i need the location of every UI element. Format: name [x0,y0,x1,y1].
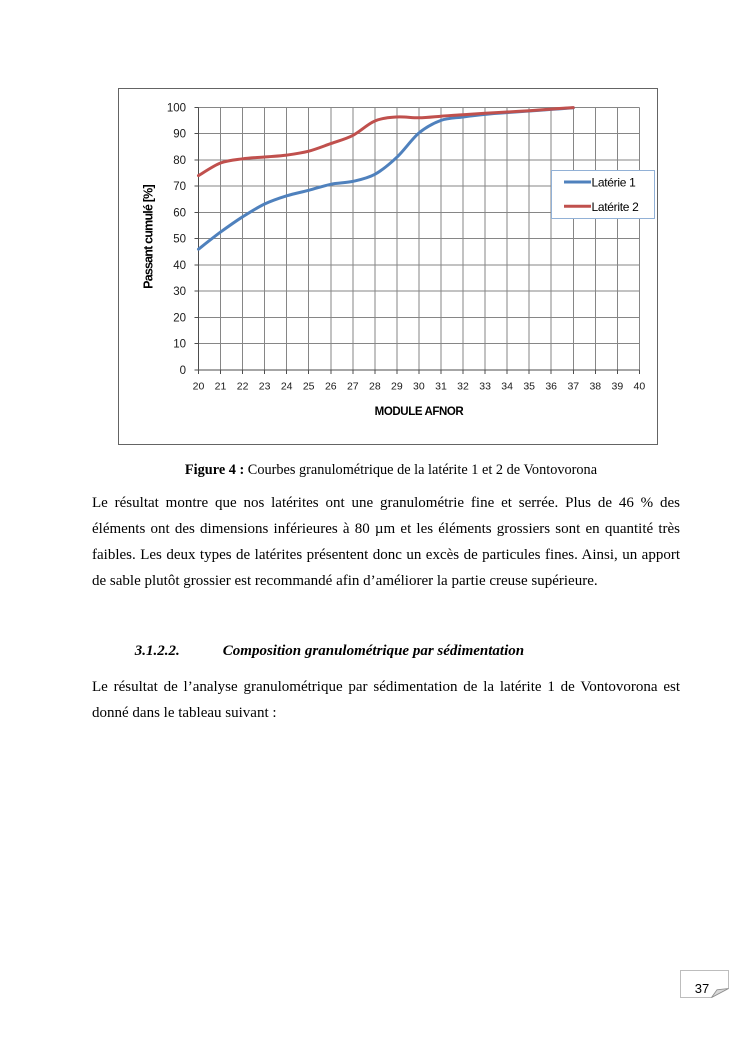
svg-text:20: 20 [173,313,186,325]
svg-text:38: 38 [589,381,601,393]
svg-text:30: 30 [173,286,186,298]
svg-text:36: 36 [545,381,557,393]
svg-text:70: 70 [173,181,186,193]
svg-text:33: 33 [479,381,491,393]
svg-text:27: 27 [347,381,359,393]
svg-text:24: 24 [281,381,293,393]
svg-text:Passant cumulé [%]: Passant cumulé [%] [142,185,156,289]
svg-text:0: 0 [180,365,186,377]
svg-text:34: 34 [501,381,513,393]
svg-text:Latérite 2: Latérite 2 [592,200,640,214]
svg-text:Latérie 1: Latérie 1 [592,176,637,190]
svg-text:MODULE AFNOR: MODULE AFNOR [375,406,465,418]
svg-text:22: 22 [237,381,249,393]
svg-text:20: 20 [193,381,205,393]
svg-text:37: 37 [695,981,709,996]
svg-text:37: 37 [567,381,579,393]
svg-text:35: 35 [523,381,535,393]
svg-text:30: 30 [413,381,425,393]
svg-text:29: 29 [391,381,403,393]
svg-text:50: 50 [173,234,186,246]
svg-text:25: 25 [303,381,315,393]
svg-text:100: 100 [167,102,186,114]
svg-text:32: 32 [457,381,469,393]
svg-text:26: 26 [325,381,337,393]
svg-text:39: 39 [612,381,624,393]
svg-text:28: 28 [369,381,381,393]
svg-text:40: 40 [634,381,646,393]
svg-text:23: 23 [259,381,271,393]
svg-text:80: 80 [173,155,186,167]
svg-text:40: 40 [173,260,186,272]
svg-text:10: 10 [173,339,186,351]
svg-text:31: 31 [435,381,447,393]
svg-text:60: 60 [173,207,186,219]
svg-text:90: 90 [173,129,186,141]
svg-text:21: 21 [215,381,227,393]
